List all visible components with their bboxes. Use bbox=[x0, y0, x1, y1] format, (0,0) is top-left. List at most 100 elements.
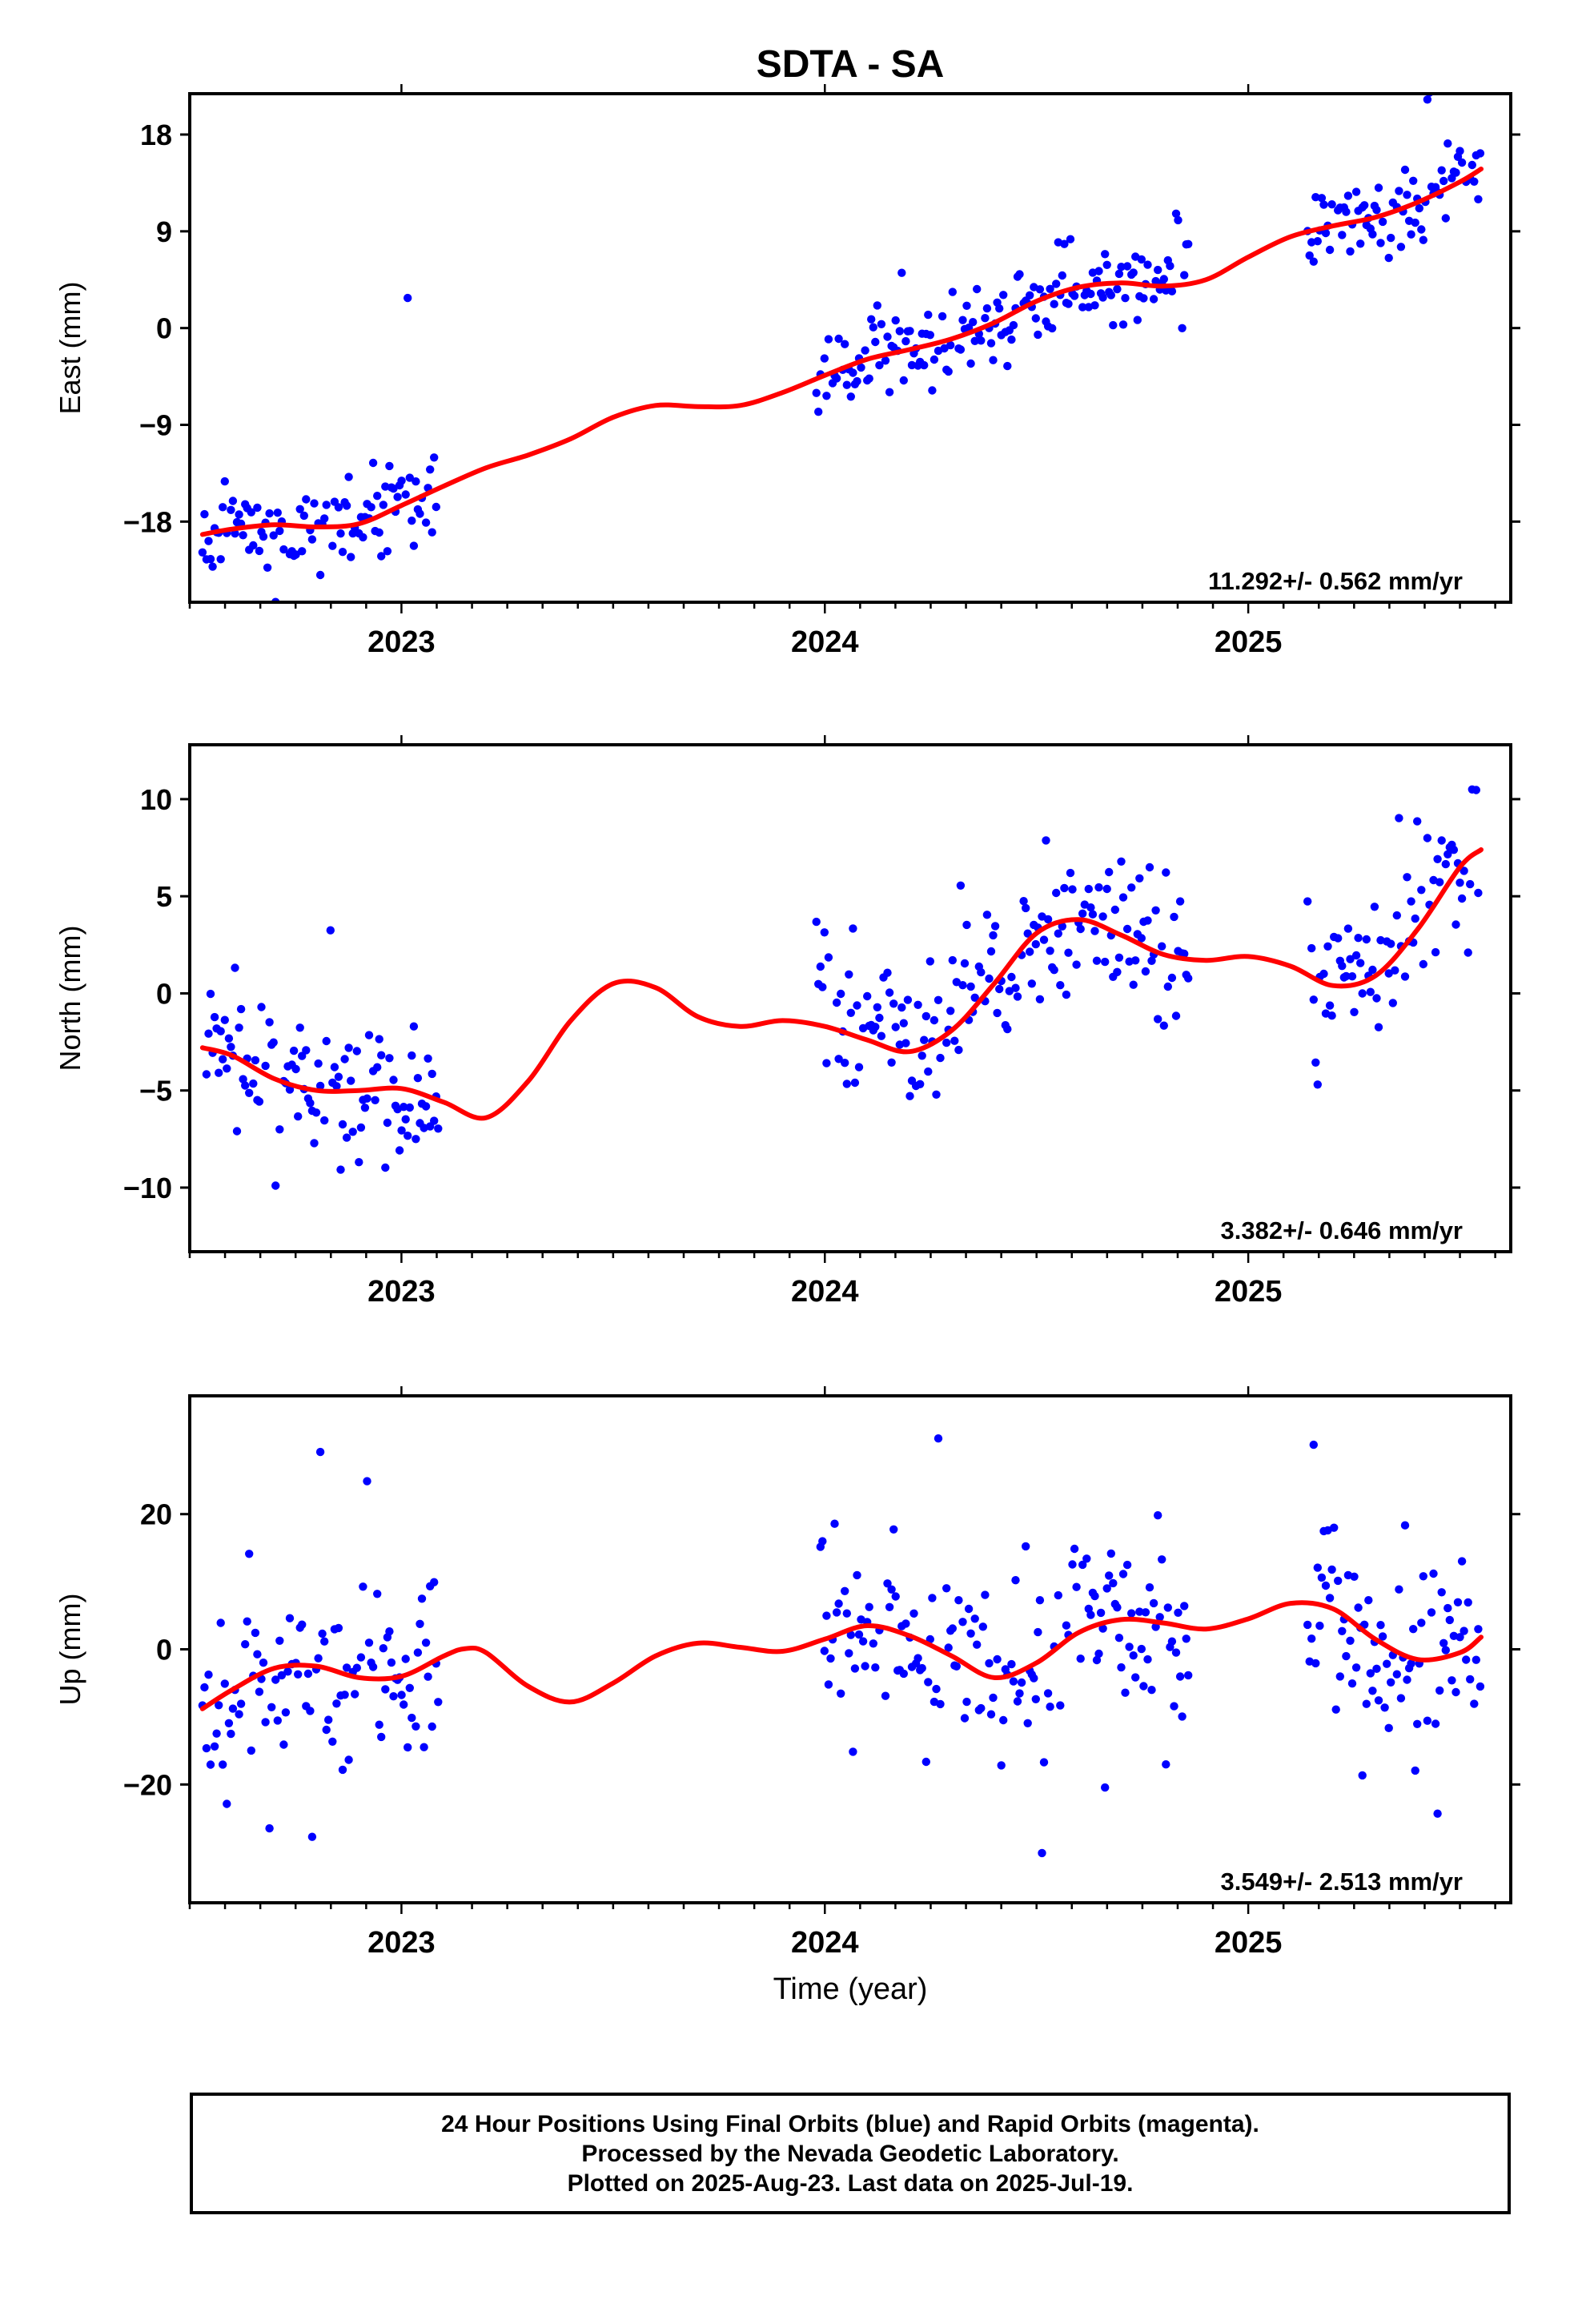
up-data-point bbox=[985, 1659, 994, 1668]
up-data-point bbox=[397, 1691, 406, 1699]
east-data-point bbox=[1311, 193, 1320, 202]
north-data-point bbox=[877, 1031, 886, 1040]
up-data-point bbox=[820, 1647, 829, 1655]
up-data-point bbox=[1031, 1695, 1041, 1703]
up-data-point bbox=[1362, 1699, 1371, 1708]
up-data-point bbox=[1182, 1634, 1191, 1643]
north-data-point bbox=[1433, 854, 1442, 864]
north-data-point bbox=[1457, 894, 1467, 903]
up-data-point bbox=[1378, 1632, 1387, 1641]
east-data-point bbox=[1060, 239, 1069, 248]
east-rate-label: 11.292+/- 0.562 mm/yr bbox=[1208, 567, 1463, 595]
north-data-point bbox=[206, 989, 215, 999]
east-data-point bbox=[1166, 261, 1174, 271]
east-data-point bbox=[401, 490, 410, 499]
north-data-point bbox=[1105, 867, 1114, 877]
north-data-point bbox=[348, 1128, 357, 1136]
north-data-point bbox=[934, 995, 943, 1005]
up-data-point bbox=[1149, 1598, 1158, 1608]
north-data-point bbox=[1417, 886, 1426, 895]
north-data-point bbox=[982, 911, 992, 919]
north-data-point bbox=[1007, 972, 1016, 982]
north-data-point bbox=[215, 1068, 223, 1077]
up-data-point bbox=[1396, 1694, 1406, 1703]
east-data-point bbox=[1441, 214, 1451, 223]
north-data-point bbox=[822, 1059, 831, 1068]
north-data-point bbox=[1170, 912, 1178, 922]
north-data-point bbox=[1474, 888, 1483, 898]
north-data-point bbox=[364, 1031, 374, 1039]
up-data-point bbox=[822, 1611, 831, 1620]
up-data-point bbox=[1376, 1621, 1385, 1630]
east-data-point bbox=[200, 509, 209, 519]
east-y-axis-label: East (mm) bbox=[54, 282, 86, 415]
east-data-point bbox=[228, 497, 238, 505]
north-data-point bbox=[257, 1003, 266, 1011]
up-data-point bbox=[899, 1669, 909, 1679]
up-data-point bbox=[1170, 1702, 1178, 1711]
up-data-point bbox=[954, 1596, 963, 1605]
east-data-point bbox=[359, 533, 367, 542]
north-data-point bbox=[977, 967, 986, 977]
north-data-point bbox=[816, 962, 825, 971]
east-data-point bbox=[905, 327, 914, 336]
up-data-point bbox=[1122, 1560, 1132, 1570]
up-data-point bbox=[1105, 1571, 1114, 1580]
north-data-point bbox=[846, 1008, 856, 1018]
east-data-point bbox=[1137, 255, 1146, 264]
north-data-point bbox=[326, 926, 335, 935]
north-data-point bbox=[901, 1039, 910, 1047]
up-data-point bbox=[849, 1747, 857, 1756]
up-data-point bbox=[277, 1671, 287, 1680]
north-data-point bbox=[1056, 981, 1065, 990]
north-data-point bbox=[1435, 878, 1444, 887]
up-data-point bbox=[428, 1722, 436, 1731]
north-data-point bbox=[434, 1124, 443, 1133]
north-data-point bbox=[1362, 935, 1371, 944]
up-data-point bbox=[202, 1743, 211, 1753]
up-data-point bbox=[1338, 1626, 1347, 1636]
north-data-point bbox=[995, 984, 1004, 994]
east-data-point bbox=[1048, 324, 1057, 333]
north-data-point bbox=[310, 1139, 319, 1148]
north-data-point bbox=[1350, 1007, 1359, 1017]
up-data-point bbox=[307, 1832, 317, 1841]
up-data-point bbox=[1154, 1511, 1162, 1520]
up-data-point bbox=[854, 1630, 864, 1639]
up-data-point bbox=[1127, 1609, 1136, 1618]
up-rate-label: 3.549+/- 2.513 mm/yr bbox=[1221, 1868, 1463, 1896]
east-data-point bbox=[1356, 239, 1365, 248]
up-data-point bbox=[993, 1655, 1002, 1664]
up-data-point bbox=[416, 1619, 424, 1629]
east-data-point bbox=[342, 501, 351, 510]
north-data-point bbox=[1102, 884, 1111, 894]
east-data-point bbox=[295, 505, 304, 513]
east-data-point bbox=[1452, 168, 1460, 177]
up-data-point bbox=[948, 1624, 958, 1633]
east-data-point bbox=[1342, 207, 1351, 216]
up-data-point bbox=[1476, 1682, 1485, 1691]
up-data-points bbox=[198, 1434, 1485, 1858]
up-data-point bbox=[1098, 1624, 1107, 1633]
north-data-point bbox=[932, 1090, 941, 1100]
up-data-point bbox=[265, 1823, 274, 1833]
up-data-point bbox=[271, 1675, 280, 1684]
east-data-point bbox=[966, 359, 975, 368]
up-data-point bbox=[1180, 1602, 1189, 1610]
up-data-point bbox=[340, 1691, 349, 1699]
east-data-point bbox=[812, 388, 821, 397]
east-data-point bbox=[1094, 267, 1103, 275]
east-data-point bbox=[269, 531, 278, 540]
up-data-point bbox=[303, 1669, 313, 1679]
east-data-point bbox=[1113, 284, 1122, 294]
up-data-point bbox=[1374, 1696, 1383, 1705]
up-data-point bbox=[294, 1670, 303, 1679]
east-data-point bbox=[899, 376, 909, 385]
east-data-points bbox=[198, 94, 1485, 602]
north-data-point bbox=[332, 1082, 341, 1091]
east-data-point bbox=[958, 316, 967, 324]
east-data-point bbox=[969, 318, 978, 327]
north-data-point bbox=[1118, 893, 1128, 902]
up-data-point bbox=[314, 1654, 323, 1663]
east-data-point bbox=[1415, 203, 1424, 213]
